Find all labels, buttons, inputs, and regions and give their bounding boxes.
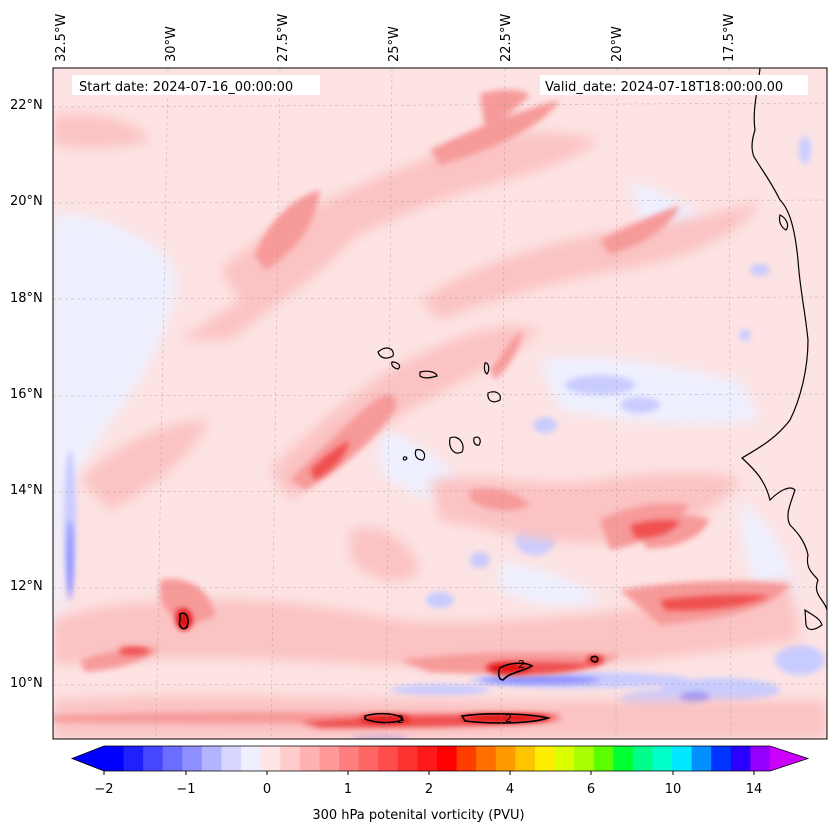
lat-label: 14°N <box>10 483 43 498</box>
lon-label: 17.5°W <box>722 13 737 62</box>
lon-label: 32.5°W <box>54 13 69 62</box>
colorbar-tick-label: 14 <box>745 782 763 797</box>
lat-label: 20°N <box>10 194 43 209</box>
colorbar-extend-max-arrow <box>770 746 808 771</box>
contour-label: 2 <box>505 712 512 725</box>
contour-line <box>497 662 534 681</box>
colorbar-segment <box>339 746 360 771</box>
colorbar-tick-label: 10 <box>664 782 682 797</box>
graticule <box>53 68 827 739</box>
pv-2-contours <box>178 612 599 724</box>
colorbar-segment <box>476 746 497 771</box>
colorbar-segment <box>358 746 379 771</box>
colorbar-tick-label: −1 <box>176 782 196 797</box>
colorbar-segment <box>534 746 556 771</box>
colorbar-segment <box>554 746 575 771</box>
contour-label: 2 <box>397 713 404 726</box>
valid-date-text: Valid_date: 2024-07-18T18:00:00.00 <box>545 80 783 95</box>
colorbar-label: 300 hPa potenital vorticity (PVU) <box>312 808 525 823</box>
colorbar-segment <box>280 746 301 771</box>
coastline <box>741 68 827 631</box>
colorbar-segment <box>593 746 614 771</box>
colorbar-segment <box>750 746 771 771</box>
colorbar-segment <box>456 746 477 771</box>
valid-date-box <box>540 75 808 95</box>
colorbar-tick-label: 0 <box>262 782 272 797</box>
lat-label: 18°N <box>10 291 43 306</box>
colorbar-tick-label: 2 <box>424 782 434 797</box>
colorbar-segment <box>221 746 242 771</box>
colorbar-tick-label: 1 <box>343 782 353 797</box>
lon-label: 27.5°W <box>276 13 291 62</box>
colorbar-segment <box>397 746 418 771</box>
colorbar-segment <box>495 746 516 771</box>
contour-line <box>460 713 551 724</box>
colorbar-segment <box>123 746 144 771</box>
colorbar-segment <box>162 746 183 771</box>
colorbar-segment <box>632 746 653 771</box>
contour-label: 2 <box>518 658 525 671</box>
colorbar-segment <box>182 746 203 771</box>
colorbar-segment <box>515 746 536 771</box>
lon-label: 22.5°W <box>499 13 514 62</box>
colorbar-segment <box>241 746 262 771</box>
lat-label: 10°N <box>10 676 43 691</box>
contour-line <box>590 655 599 663</box>
colorbar-segment <box>711 746 732 771</box>
lon-label: 20°W <box>610 26 625 62</box>
colorbar-segment <box>730 746 751 771</box>
lat-label: 16°N <box>10 387 43 402</box>
colorbar-segment <box>378 746 399 771</box>
lon-label: 25°W <box>387 26 402 62</box>
colorbar-extend-min-arrow <box>72 746 104 771</box>
colorbar-segment <box>143 746 164 771</box>
islands <box>377 347 501 461</box>
contour-line <box>178 612 189 630</box>
colorbar-segment <box>437 746 458 771</box>
start-date-text: Start date: 2024-07-16_00:00:00 <box>79 80 293 95</box>
start-date-box <box>72 75 320 95</box>
colorbar-segment <box>299 746 320 771</box>
colorbar-segment <box>319 746 340 771</box>
lat-label: 12°N <box>10 579 43 594</box>
colorbar-segment <box>672 746 693 771</box>
colorbar-segment <box>574 746 595 771</box>
colorbar-segment <box>652 746 673 771</box>
colorbar-segment <box>613 746 634 771</box>
colorbar <box>70 745 810 775</box>
colorbar-segment <box>201 746 223 771</box>
colorbar-segment <box>104 746 125 771</box>
lat-label: 22°N <box>10 98 43 113</box>
lon-label: 30°W <box>164 26 179 62</box>
pv-field: 2 2 2 <box>53 68 827 739</box>
colorbar-segment <box>260 746 281 771</box>
colorbar-segment <box>691 746 712 771</box>
colorbar-segment <box>417 746 438 771</box>
map-frame <box>52 67 828 740</box>
colorbar-tick-label: −2 <box>94 782 114 797</box>
colorbar-tick-label: 6 <box>586 782 596 797</box>
contour-line <box>364 712 405 724</box>
colorbar-tick-label: 4 <box>505 782 515 797</box>
